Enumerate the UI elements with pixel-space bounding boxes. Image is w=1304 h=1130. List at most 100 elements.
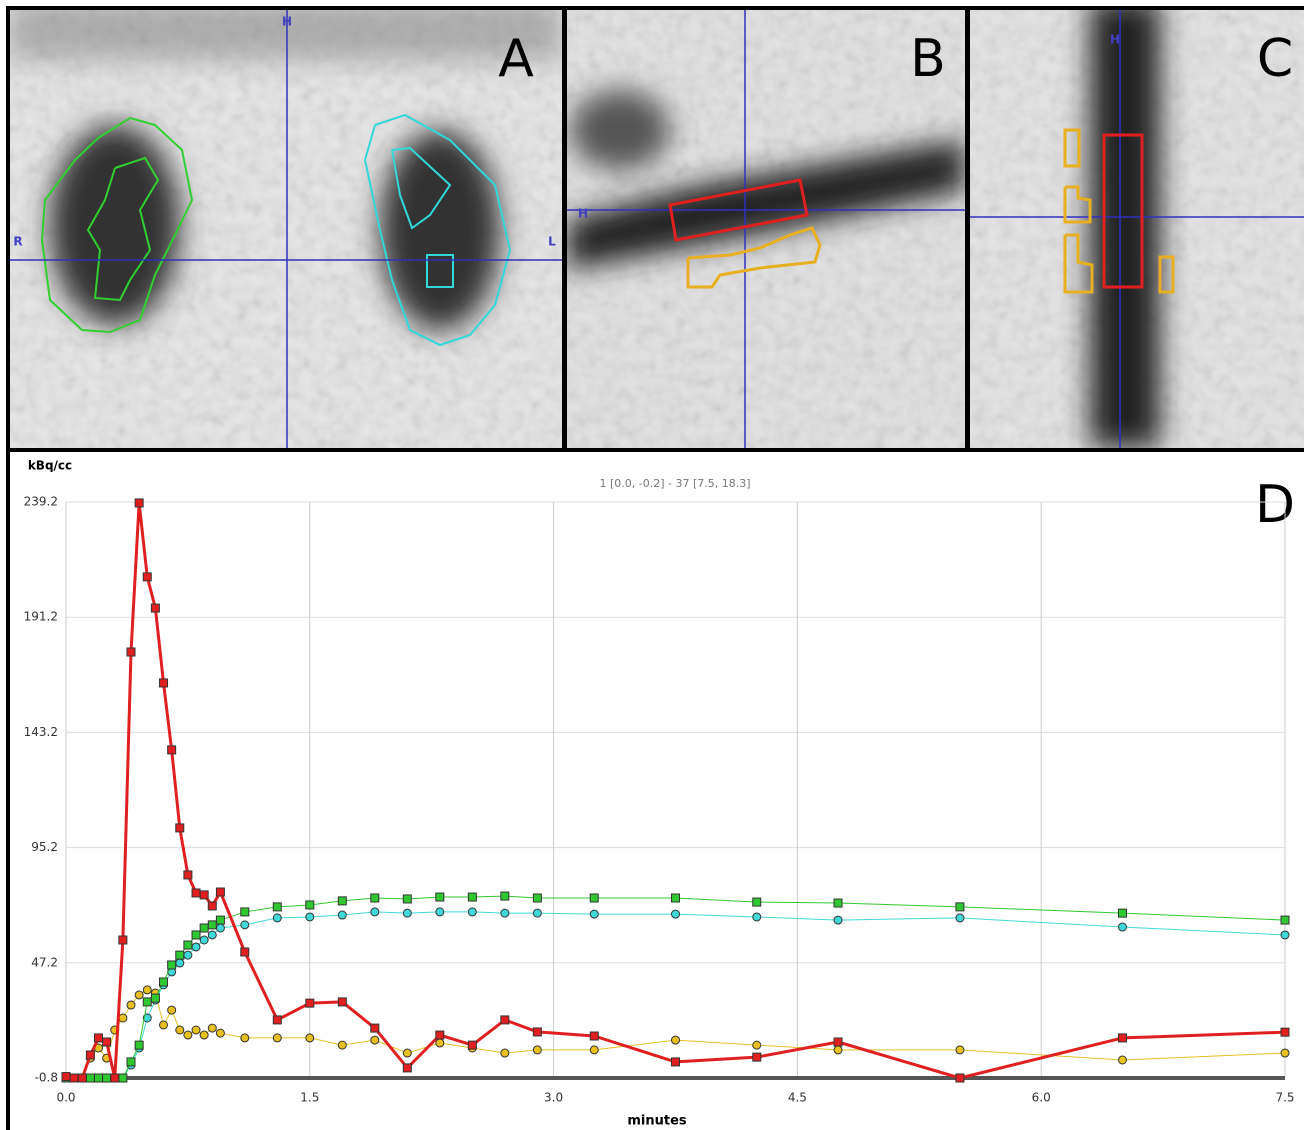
y-tick-label: 95.2 bbox=[31, 840, 58, 854]
data-point bbox=[118, 1073, 128, 1083]
data-point bbox=[833, 915, 843, 925]
data-point bbox=[833, 1037, 843, 1047]
orientation-label: R bbox=[13, 235, 22, 249]
data-point bbox=[272, 1033, 282, 1043]
data-point bbox=[671, 893, 680, 903]
data-point bbox=[175, 950, 185, 960]
data-point bbox=[240, 907, 250, 917]
data-point bbox=[402, 1063, 412, 1073]
data-point bbox=[833, 1045, 843, 1055]
data-point bbox=[207, 1023, 217, 1033]
y-tick-label: 239.2 bbox=[24, 495, 58, 509]
data-point bbox=[752, 1052, 762, 1062]
data-point bbox=[61, 1072, 71, 1082]
data-point bbox=[532, 1027, 542, 1037]
data-point bbox=[175, 1025, 185, 1035]
data-point bbox=[199, 890, 209, 900]
data-point bbox=[532, 893, 542, 903]
panel-label: B bbox=[910, 29, 946, 89]
data-point bbox=[402, 894, 412, 904]
data-point bbox=[1117, 1055, 1127, 1065]
data-point bbox=[1280, 1048, 1290, 1058]
data-point bbox=[752, 912, 762, 922]
data-point bbox=[467, 907, 477, 917]
y-tick-label: 143.2 bbox=[24, 725, 58, 739]
y-axis-label: kBq/cc bbox=[28, 459, 72, 473]
data-point bbox=[159, 1020, 169, 1030]
data-point bbox=[167, 960, 177, 970]
data-point bbox=[199, 923, 209, 933]
y-tick-label: 191.2 bbox=[24, 610, 58, 624]
data-point bbox=[167, 1005, 177, 1015]
annotation: 1 [0.0, -0.2] - 37 [7.5, 18.3] bbox=[599, 477, 750, 490]
data-point bbox=[370, 1035, 380, 1045]
data-point bbox=[142, 985, 152, 995]
x-axis-label: minutes bbox=[627, 1114, 687, 1129]
data-point bbox=[215, 915, 225, 925]
x-tick-label: 7.5 bbox=[1275, 1091, 1294, 1105]
data-point bbox=[370, 907, 380, 917]
data-point bbox=[955, 1073, 965, 1083]
data-point bbox=[191, 942, 201, 952]
data-point bbox=[435, 1038, 445, 1048]
data-point bbox=[500, 1048, 510, 1058]
data-point bbox=[240, 920, 250, 930]
data-point bbox=[337, 910, 347, 920]
orientation-label: H bbox=[1110, 33, 1120, 47]
data-point bbox=[1117, 908, 1127, 918]
data-point bbox=[183, 870, 193, 880]
data-point bbox=[833, 898, 843, 908]
data-point bbox=[1280, 930, 1290, 940]
data-point bbox=[85, 1073, 95, 1083]
image-panel-b: H B bbox=[567, 10, 965, 448]
data-point bbox=[94, 1073, 104, 1083]
data-point bbox=[671, 1057, 680, 1067]
data-point bbox=[150, 603, 160, 613]
data-point bbox=[671, 909, 680, 919]
data-point bbox=[1280, 915, 1290, 925]
y-tick-label: -0.8 bbox=[35, 1071, 58, 1085]
data-point bbox=[370, 893, 380, 903]
data-point bbox=[589, 893, 599, 903]
data-point bbox=[142, 997, 152, 1007]
data-point bbox=[183, 950, 193, 960]
data-point bbox=[199, 1030, 209, 1040]
data-point bbox=[500, 891, 510, 901]
data-point bbox=[337, 997, 347, 1007]
data-point bbox=[305, 900, 315, 910]
data-point bbox=[305, 998, 315, 1008]
data-point bbox=[752, 897, 762, 907]
data-point bbox=[126, 647, 136, 657]
data-point bbox=[126, 1057, 136, 1067]
data-point bbox=[159, 678, 169, 688]
data-point bbox=[435, 892, 445, 902]
data-point bbox=[272, 902, 282, 912]
data-point bbox=[134, 498, 144, 508]
orientation-label: H bbox=[282, 15, 292, 29]
orientation-label: L bbox=[548, 235, 556, 249]
data-point bbox=[435, 1030, 445, 1040]
data-point bbox=[191, 888, 201, 898]
data-point bbox=[134, 1040, 144, 1050]
orientation-label: H bbox=[578, 207, 588, 221]
data-point bbox=[102, 1037, 112, 1047]
data-point bbox=[183, 940, 193, 950]
data-point bbox=[142, 1013, 152, 1023]
panel-label: A bbox=[498, 29, 534, 89]
x-tick-label: 4.5 bbox=[788, 1091, 807, 1105]
data-point bbox=[150, 993, 160, 1003]
data-point bbox=[589, 1045, 599, 1055]
data-point bbox=[435, 907, 445, 917]
data-point bbox=[467, 1040, 477, 1050]
data-point bbox=[134, 990, 144, 1000]
data-point bbox=[110, 1073, 120, 1083]
data-point bbox=[191, 1025, 201, 1035]
data-point bbox=[500, 1015, 510, 1025]
data-point bbox=[240, 947, 250, 957]
data-point bbox=[207, 901, 217, 911]
x-tick-label: 6.0 bbox=[1032, 1091, 1051, 1105]
data-point bbox=[183, 1030, 193, 1040]
data-point bbox=[589, 909, 599, 919]
data-point bbox=[589, 1031, 599, 1041]
data-point bbox=[77, 1073, 87, 1083]
